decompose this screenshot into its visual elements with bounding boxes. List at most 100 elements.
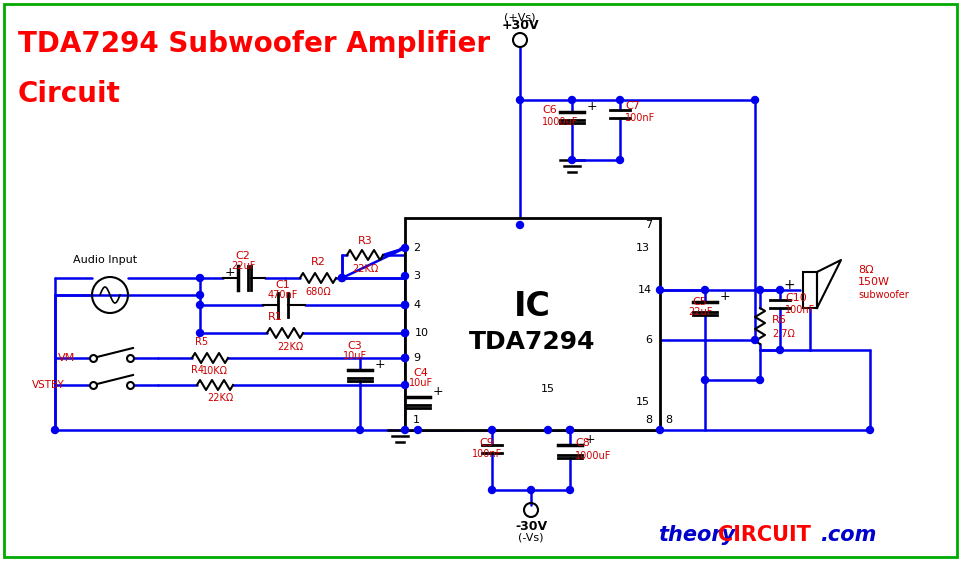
Circle shape <box>402 273 408 279</box>
Text: 22KΩ: 22KΩ <box>352 264 378 274</box>
Text: -30V: -30V <box>515 520 547 533</box>
Text: CIRCUIT: CIRCUIT <box>718 525 811 545</box>
Circle shape <box>402 381 408 389</box>
Text: C7: C7 <box>625 101 640 111</box>
Circle shape <box>569 157 576 163</box>
Text: 10uF: 10uF <box>343 351 367 361</box>
Text: 22KΩ: 22KΩ <box>207 393 234 403</box>
Text: +: + <box>720 290 730 303</box>
Text: 15: 15 <box>541 384 555 394</box>
Circle shape <box>402 301 408 309</box>
Text: IC: IC <box>514 289 551 323</box>
Text: +: + <box>375 358 385 371</box>
Text: R5: R5 <box>195 337 209 347</box>
Text: (-Vs): (-Vs) <box>518 532 544 542</box>
Circle shape <box>488 486 496 494</box>
Circle shape <box>617 157 624 163</box>
Circle shape <box>196 274 204 282</box>
Circle shape <box>402 355 408 361</box>
Text: 100nF: 100nF <box>472 449 503 459</box>
Text: 470nF: 470nF <box>268 290 298 300</box>
Circle shape <box>702 376 708 384</box>
Text: +30V: +30V <box>502 19 539 32</box>
Circle shape <box>756 376 763 384</box>
Text: C8: C8 <box>575 438 590 448</box>
Circle shape <box>545 426 552 434</box>
Text: +: + <box>225 265 235 278</box>
Text: VM: VM <box>58 353 75 363</box>
Circle shape <box>617 96 624 103</box>
Circle shape <box>867 426 874 434</box>
Text: 1000uF: 1000uF <box>575 451 611 461</box>
Text: 4: 4 <box>413 300 420 310</box>
Circle shape <box>656 426 663 434</box>
Text: 10: 10 <box>415 328 429 338</box>
Circle shape <box>569 96 576 103</box>
Circle shape <box>656 287 663 293</box>
Text: 1: 1 <box>413 415 420 425</box>
Text: 22uF: 22uF <box>688 307 712 317</box>
Bar <box>405 218 660 430</box>
Text: 13: 13 <box>636 243 650 253</box>
Circle shape <box>488 426 496 434</box>
Circle shape <box>756 287 763 293</box>
Text: C5: C5 <box>693 297 707 307</box>
Circle shape <box>402 426 408 434</box>
Text: 1000uF: 1000uF <box>542 117 579 127</box>
Circle shape <box>338 274 346 282</box>
Text: TDA7294: TDA7294 <box>469 330 596 354</box>
Circle shape <box>402 355 408 361</box>
Text: .com: .com <box>820 525 876 545</box>
Text: 8: 8 <box>645 415 652 425</box>
Circle shape <box>566 426 574 434</box>
Text: 15: 15 <box>636 397 650 407</box>
Circle shape <box>196 292 204 298</box>
Text: TDA7294 Subwoofer Amplifier: TDA7294 Subwoofer Amplifier <box>18 30 490 58</box>
Circle shape <box>402 329 408 337</box>
Text: 6: 6 <box>645 335 652 345</box>
Text: 22KΩ: 22KΩ <box>277 342 303 352</box>
Circle shape <box>338 274 346 282</box>
Circle shape <box>357 426 363 434</box>
Text: C4: C4 <box>413 368 429 378</box>
Circle shape <box>414 426 422 434</box>
Text: 3: 3 <box>413 271 420 281</box>
Text: theory: theory <box>658 525 735 545</box>
Circle shape <box>196 329 204 337</box>
Text: 14: 14 <box>638 285 652 295</box>
Text: C2: C2 <box>235 251 251 261</box>
Circle shape <box>528 486 534 494</box>
Text: C3: C3 <box>348 341 362 351</box>
Text: 8: 8 <box>665 415 672 425</box>
Circle shape <box>752 337 758 343</box>
Circle shape <box>702 287 708 293</box>
Text: 10uF: 10uF <box>409 378 433 388</box>
Text: 100nF: 100nF <box>625 113 655 123</box>
Circle shape <box>402 329 408 337</box>
Text: 22uF: 22uF <box>231 261 256 271</box>
Circle shape <box>402 245 408 251</box>
Text: C1: C1 <box>276 280 290 290</box>
Text: 100nF: 100nF <box>785 305 815 315</box>
Text: R4: R4 <box>190 365 204 375</box>
Text: R3: R3 <box>357 236 372 246</box>
Text: +: + <box>783 278 795 292</box>
Text: 150W: 150W <box>858 277 890 287</box>
Circle shape <box>516 222 524 228</box>
Text: 2.7Ω: 2.7Ω <box>772 329 795 339</box>
Text: 7: 7 <box>645 220 652 230</box>
Circle shape <box>776 287 783 293</box>
Text: subwoofer: subwoofer <box>858 290 909 300</box>
Text: 680Ω: 680Ω <box>306 287 331 297</box>
Circle shape <box>402 301 408 309</box>
Text: (+Vs): (+Vs) <box>505 12 535 22</box>
Text: R1: R1 <box>267 312 283 322</box>
Text: 10KΩ: 10KΩ <box>202 366 228 376</box>
Circle shape <box>776 347 783 353</box>
Circle shape <box>52 426 59 434</box>
Text: C10: C10 <box>785 293 806 303</box>
Text: 8Ω: 8Ω <box>858 265 874 275</box>
Text: Circuit: Circuit <box>18 80 121 108</box>
Text: C9: C9 <box>480 438 495 448</box>
Text: +: + <box>433 385 444 398</box>
